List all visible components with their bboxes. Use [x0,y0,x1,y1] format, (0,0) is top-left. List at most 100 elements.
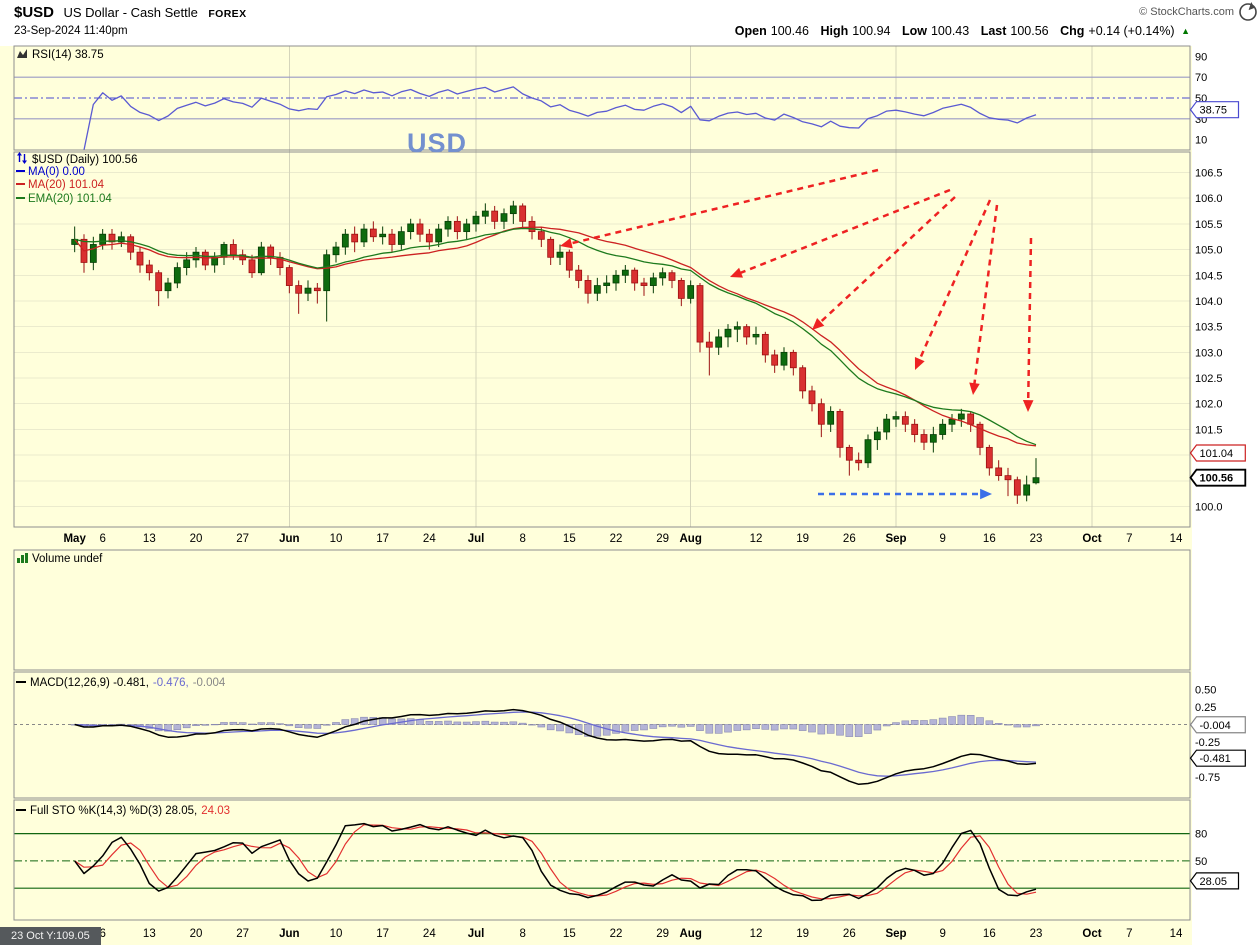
change-up-triangle: ▲ [1181,26,1190,36]
svg-text:100.56: 100.56 [1200,473,1234,485]
svg-text:6: 6 [99,928,105,940]
svg-text:24: 24 [423,928,436,940]
svg-text:27: 27 [236,928,249,940]
last-value: 100.56 [1010,24,1049,38]
svg-text:Sep: Sep [885,928,906,940]
svg-text:90: 90 [1195,51,1207,63]
svg-text:100.0: 100.0 [1195,501,1223,513]
svg-text:10: 10 [330,533,343,545]
svg-text:Sep: Sep [885,533,906,545]
svg-text:17: 17 [376,533,389,545]
svg-text:15: 15 [563,533,576,545]
svg-text:23: 23 [1030,533,1043,545]
svg-text:101.5: 101.5 [1195,424,1223,436]
price-title-row: $USD (Daily) 100.56 [16,152,137,166]
svg-text:104.0: 104.0 [1195,296,1223,308]
svg-text:102.5: 102.5 [1195,373,1223,385]
svg-text:Aug: Aug [679,928,701,940]
price-title: $USD (Daily) 100.56 [32,154,138,166]
svg-text:6: 6 [99,533,105,545]
svg-text:-0.004: -0.004 [1200,720,1231,732]
svg-text:Jun: Jun [279,533,299,545]
volume-bars-icon [16,552,28,566]
symbol-name: US Dollar - Cash Settle [63,5,198,20]
svg-text:Oct: Oct [1082,533,1101,545]
exchange-label: FOREX [208,8,247,20]
title-line: $USD US Dollar - Cash Settle FOREX [14,4,246,22]
svg-text:14: 14 [1170,533,1183,545]
svg-text:10: 10 [1195,135,1207,147]
ma20-row: MA(20) 101.04 [16,179,137,193]
svg-text:Jul: Jul [468,928,485,940]
sto-panel [14,822,1190,902]
svg-text:17: 17 [376,928,389,940]
chg-label: Chg [1060,24,1085,38]
svg-text:Jun: Jun [279,928,299,940]
macd-line-swatch [16,681,26,683]
rsi-legend-text: RSI(14) 38.75 [32,49,104,61]
svg-text:19: 19 [796,533,809,545]
svg-text:10: 10 [330,928,343,940]
svg-text:Jul: Jul [468,533,485,545]
svg-text:8: 8 [519,533,525,545]
svg-text:102.0: 102.0 [1195,399,1223,411]
stockcharts-credit: © StockCharts.com [1139,6,1234,18]
usd-annotation: USD [407,128,468,158]
open-value: 100.46 [770,24,809,38]
macd-legend-text: MACD(12,26,9) -0.481, [30,677,149,689]
svg-text:16: 16 [983,928,996,940]
svg-text:26: 26 [843,533,856,545]
ema20-swatch [16,196,25,199]
svg-text:12: 12 [750,928,763,940]
ema20-row: EMA(20) 101.04 [16,193,137,207]
svg-text:9: 9 [939,533,945,545]
macd-legend: MACD(12,26,9) -0.481, -0.476, -0.004 [16,677,225,689]
rsi-indicator-icon [16,47,28,62]
svg-text:Oct: Oct [1082,928,1101,940]
svg-text:105.0: 105.0 [1195,245,1223,257]
low-label: Low [901,24,927,38]
rsi-panel [14,76,1190,151]
crosshair-readout: 23 Oct Y:109.05 [0,927,101,945]
price-legend: $USD (Daily) 100.56 MA(0) 0.00 MA(20) 10… [16,152,137,206]
svg-text:9: 9 [939,928,945,940]
svg-text:0.50: 0.50 [1195,685,1216,697]
svg-text:103.0: 103.0 [1195,347,1223,359]
ma0-label: MA(0) 0.00 [28,165,85,178]
x-axis-ticks: May 6 13 20 27 Jun 10 17 24 Jul 8 15 22 29 Aug 12 19 26 Se… [63,533,1183,940]
annotation-arrows [560,168,1034,500]
svg-text:20: 20 [190,533,203,545]
svg-text:104.5: 104.5 [1195,270,1223,282]
ma0-swatch [16,169,25,172]
symbol-ticker: $USD [14,4,55,21]
high-label: High [820,24,849,38]
svg-text:29: 29 [656,533,669,545]
sto-line-swatch [16,809,26,811]
svg-text:-0.75: -0.75 [1195,772,1220,784]
svg-text:70: 70 [1195,72,1207,84]
ma0-row: MA(0) 0.00 [16,166,137,180]
rsi-legend: RSI(14) 38.75 [16,47,104,62]
svg-text:7: 7 [1126,928,1132,940]
svg-text:14: 14 [1170,928,1183,940]
refresh-icon[interactable] [1237,1,1259,23]
chart-date: 23-Sep-2024 11:40pm [14,25,128,37]
svg-text:May: May [63,533,86,545]
chg-value: +0.14 (+0.14%) [1088,24,1175,38]
volume-legend-text: Volume undef [32,553,103,565]
svg-text:22: 22 [610,928,623,940]
svg-text:15: 15 [563,928,576,940]
svg-text:28.05: 28.05 [1200,876,1228,888]
svg-text:103.5: 103.5 [1195,322,1223,334]
macd-hist-value: -0.004 [192,677,226,689]
ma20-label: MA(20) 101.04 [28,179,105,191]
svg-text:8: 8 [519,928,525,940]
sto-legend-text: Full STO %K(14,3) %D(3) 28.05, [30,805,198,817]
macd-signal-value: -0.476, [152,677,189,689]
svg-text:Aug: Aug [679,533,701,545]
svg-text:12: 12 [750,533,763,545]
svg-text:105.5: 105.5 [1195,219,1223,231]
low-value: 100.43 [930,24,970,38]
volume-legend: Volume undef [16,552,102,566]
svg-text:24: 24 [423,533,436,545]
